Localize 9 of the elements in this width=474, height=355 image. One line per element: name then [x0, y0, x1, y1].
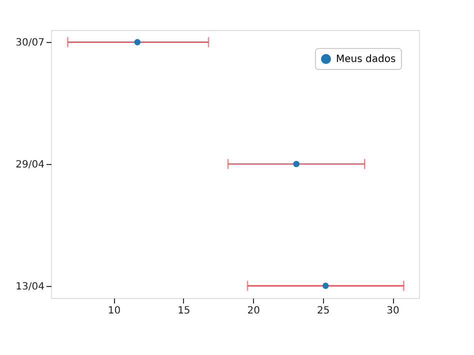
legend-label: Meus dados	[336, 54, 396, 65]
y-tick-label: 13/04	[16, 281, 44, 292]
x-tick-label: 10	[108, 306, 121, 316]
x-tick-label: 25	[316, 306, 330, 316]
y-tick-label: 30/07	[16, 38, 44, 49]
y-tick-label: 29/04	[16, 160, 44, 170]
x-tick-label: 30	[386, 306, 400, 316]
x-tick-label: 15	[178, 306, 190, 316]
x-tick-label: 20	[247, 306, 260, 316]
